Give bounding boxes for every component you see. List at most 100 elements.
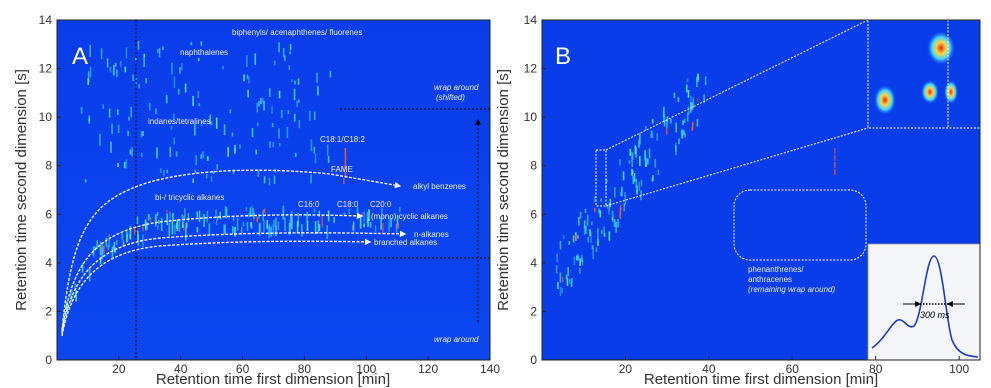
peak-streak <box>327 156 330 163</box>
anno-indanes: indanes/tetralines <box>148 117 211 126</box>
peak-streak <box>99 133 101 146</box>
peak-streak <box>96 240 99 249</box>
zoom-box <box>595 149 607 207</box>
peak-streak <box>576 255 578 261</box>
peak-streak <box>316 72 318 83</box>
anno-naphthalenes: naphthalenes <box>180 48 228 57</box>
xlabel-b: Retention time first dimension [min] <box>644 371 878 388</box>
peak-streak <box>195 155 198 166</box>
peak-streak <box>243 74 245 82</box>
peak-streak <box>640 179 643 187</box>
peak-streak <box>205 173 208 179</box>
peak-streak <box>266 220 269 230</box>
peak-streak <box>585 226 587 234</box>
ticks-a: 20 40 60 80 100 120 140 0 2 4 6 8 10 12 14 <box>39 13 501 376</box>
peak-streak <box>368 209 370 221</box>
peak-streak <box>595 247 598 252</box>
peak-streak <box>236 217 239 231</box>
y-tick-label: 2 <box>530 304 537 318</box>
peak-streak <box>363 211 365 223</box>
peak-streak <box>251 205 253 216</box>
peak-streak <box>294 152 297 157</box>
peak-streak <box>623 203 626 212</box>
peak-streak <box>271 123 274 128</box>
peak-streak <box>288 65 291 70</box>
peak-streak <box>622 171 625 181</box>
peak-streak <box>232 226 234 234</box>
peak-streak <box>246 221 249 231</box>
peak-streak <box>185 227 187 242</box>
peak-streak <box>359 216 362 229</box>
peak-streak <box>684 132 686 138</box>
peak-streak <box>173 114 175 120</box>
peak-streak <box>273 60 276 66</box>
peak-streak <box>198 210 201 223</box>
peak-streak <box>116 69 118 77</box>
peak-streak <box>250 221 252 228</box>
peak-streak <box>344 172 347 178</box>
peak-streak <box>162 46 164 51</box>
peak-streak <box>636 189 638 195</box>
peak-streak <box>219 211 222 220</box>
peak-streak <box>198 103 201 107</box>
peak-streak <box>66 303 69 311</box>
peak-streak <box>102 104 105 109</box>
peak-streak <box>619 207 622 219</box>
peak-streak <box>113 241 116 253</box>
peak-streak <box>187 213 190 222</box>
peak-streak <box>577 235 579 239</box>
peak-streak <box>194 123 196 136</box>
inset-zoom <box>867 19 981 129</box>
peak-streak <box>257 122 259 127</box>
peak-streak <box>231 132 234 137</box>
curve-n-alkanes <box>61 230 407 335</box>
peak-streak <box>173 137 175 145</box>
peak-streak <box>105 237 108 247</box>
anno-c18-1: C18:1/C18:2 <box>320 135 365 144</box>
peak-streak <box>675 122 677 133</box>
peak-streak <box>249 207 252 217</box>
peak-streak <box>599 210 602 218</box>
peak-streak <box>666 120 668 128</box>
peak-streak <box>631 170 634 174</box>
peak-streak <box>583 226 586 235</box>
peak-streak <box>344 148 347 154</box>
peak-streak <box>271 106 273 115</box>
peak-streak <box>234 226 236 237</box>
peak-streak <box>74 283 76 291</box>
peak-streak <box>173 76 176 89</box>
peak-streak <box>178 218 181 232</box>
peak-streak <box>326 144 329 156</box>
peak-streak <box>675 145 677 156</box>
peak-streak <box>608 210 610 215</box>
peak-streak <box>313 111 316 120</box>
peak-streak <box>683 129 685 136</box>
peak-streak <box>327 210 330 222</box>
peak-streak <box>651 118 654 124</box>
peak-streak <box>215 209 217 219</box>
peak-streak <box>227 147 229 157</box>
peak-streak <box>609 198 612 208</box>
peak-streak <box>388 218 390 233</box>
peak-streak <box>619 159 621 166</box>
peak-streak <box>621 186 623 197</box>
y-tick-label: 8 <box>45 159 52 173</box>
peak-streak <box>685 84 688 93</box>
peak-streak <box>257 169 260 178</box>
y-tick-label: 10 <box>39 110 53 124</box>
peak-streak <box>638 140 640 148</box>
peak-streak <box>135 56 137 63</box>
anno-bi-tricyclic: bi-/ tricyclic alkanes <box>155 193 224 202</box>
peak-streak <box>363 223 365 228</box>
peak-streak <box>611 210 614 222</box>
peak-streak <box>608 202 611 211</box>
peak-streak <box>633 173 636 182</box>
peak-streak <box>600 198 603 202</box>
peak-streak <box>310 139 313 152</box>
peak-streak <box>639 156 641 166</box>
peak-streak <box>263 219 265 233</box>
peak-streak <box>557 282 559 290</box>
peak-streak <box>268 177 271 186</box>
peak-streak <box>134 227 136 235</box>
peak-streak <box>89 66 92 78</box>
